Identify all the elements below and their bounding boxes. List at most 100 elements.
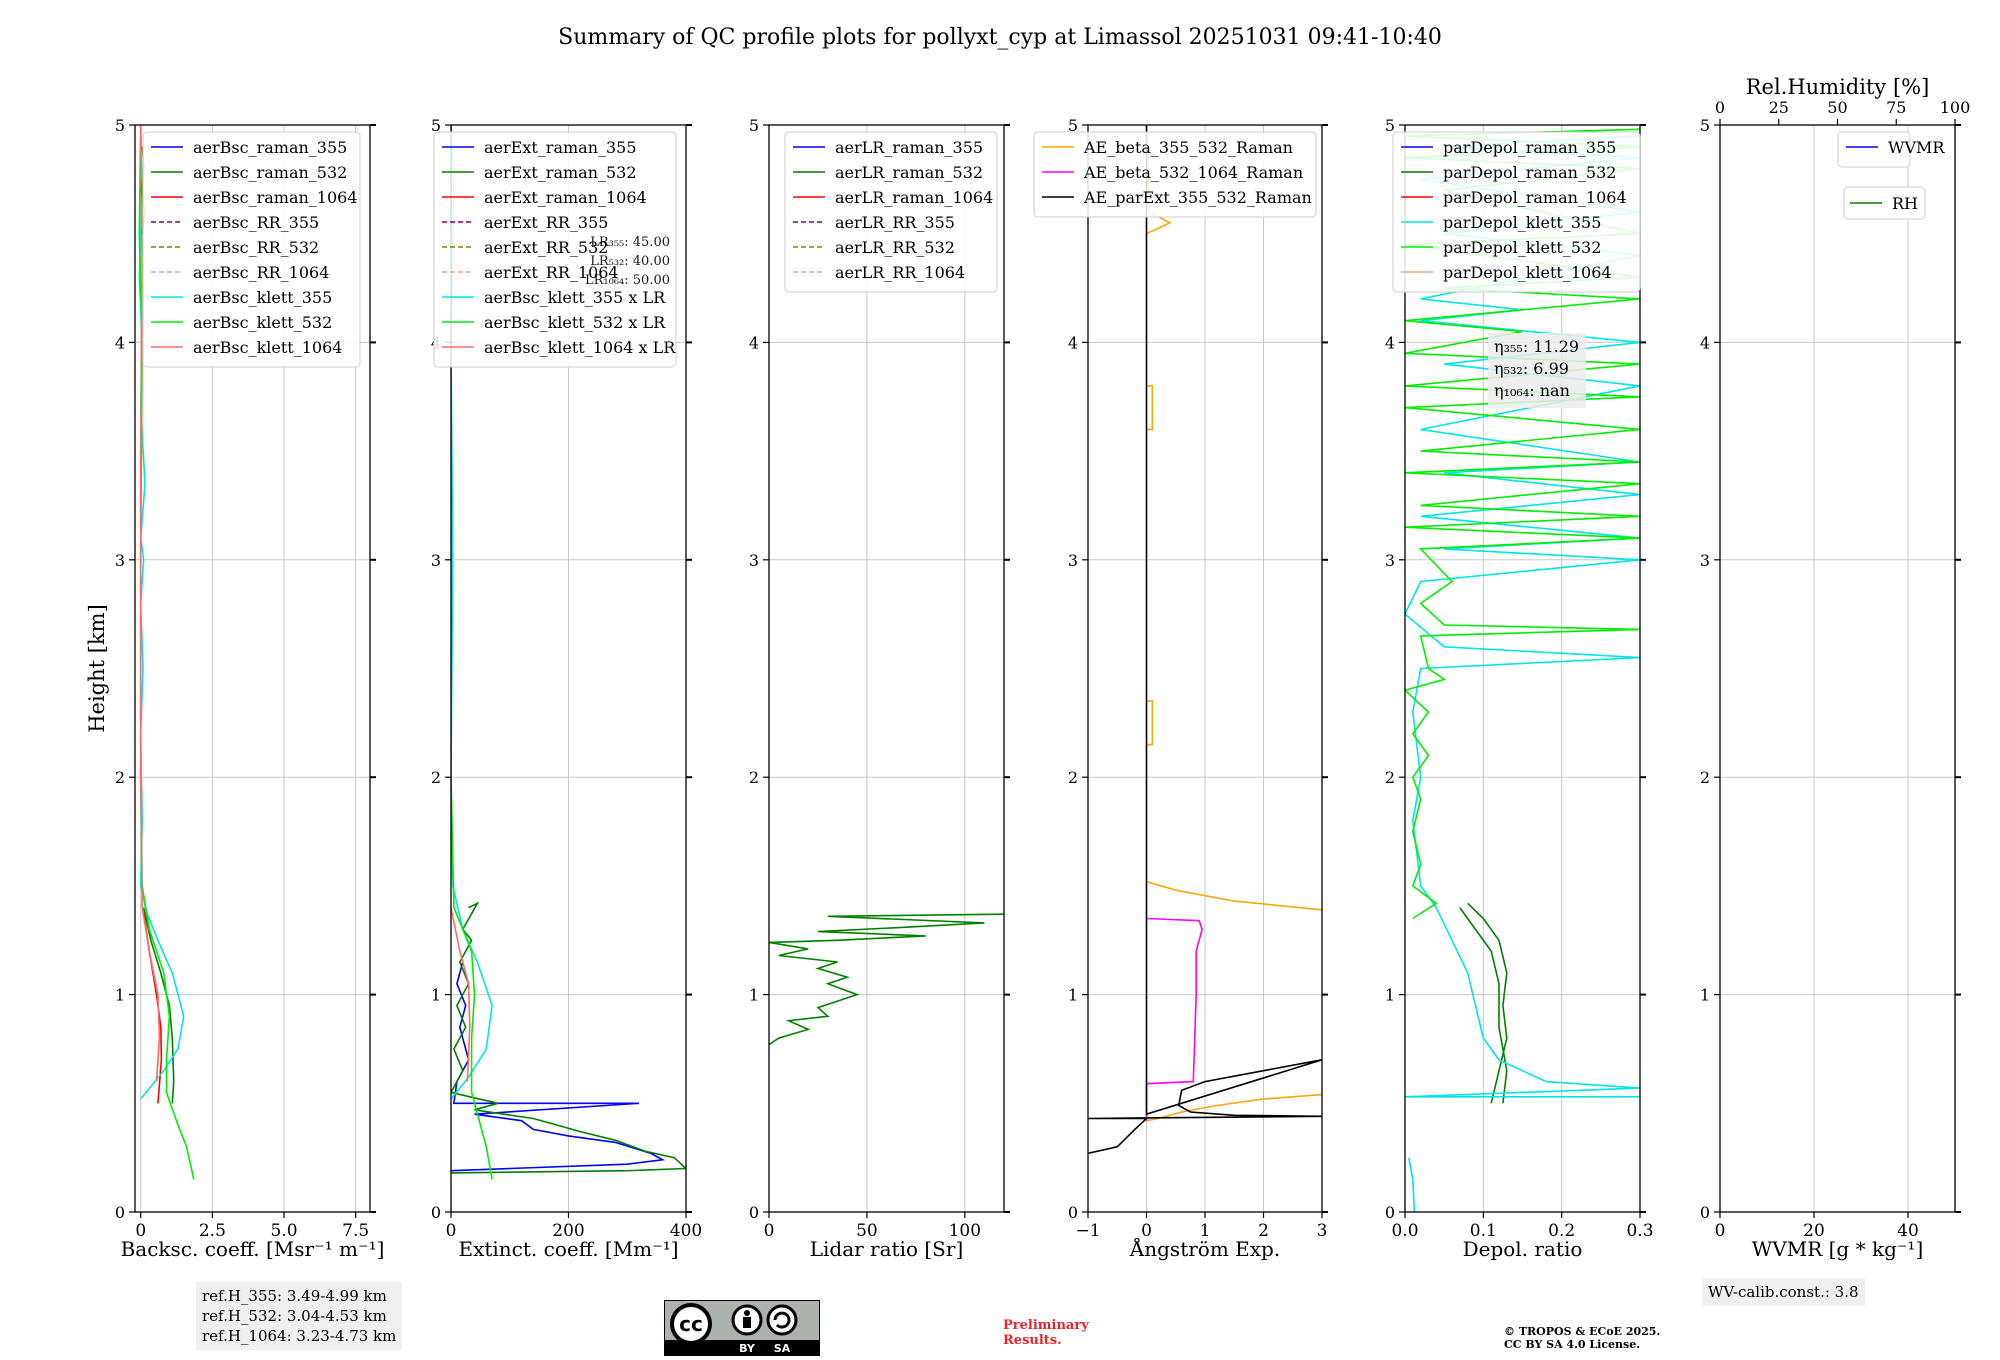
legend-box: [1392, 131, 1641, 293]
cc-by-sa-badge: cc BY SA: [664, 1300, 820, 1356]
preliminary-line-2: Results.: [1003, 1333, 1062, 1348]
legend-entry: aerExt_raman_1064: [484, 188, 647, 207]
axes-frame: [1719, 124, 1956, 1213]
panel-2: 0200400012345Extinct. coeff. [Mm⁻¹]aerEx…: [431, 116, 702, 1261]
eta-note: η₅₃₂: 6.99: [1494, 359, 1569, 378]
y-tick-label: 5: [1068, 116, 1078, 135]
legend-box: [1033, 131, 1317, 218]
x-tick-label: 0.1: [1470, 1221, 1497, 1241]
legend-entry: aerBsc_klett_1064 x LR: [484, 338, 676, 357]
legend-entry: AE_beta_355_532_Raman: [1083, 138, 1293, 157]
series-group: [138, 125, 195, 1180]
x-tick-label: 7.5: [342, 1221, 369, 1241]
y-tick-label: 3: [1068, 551, 1078, 570]
series-AE_beta_355_532_Raman_d: [1146, 880, 1322, 911]
legend-entry: aerBsc_klett_532: [193, 313, 332, 332]
legend-entry: aerBsc_raman_532: [193, 163, 347, 182]
y-tick-label: 1: [431, 986, 441, 1005]
x-tick-label: 0.2: [1548, 1221, 1575, 1241]
y-tick-label: 4: [1385, 333, 1395, 352]
x-tick-label: 400: [670, 1221, 702, 1241]
x-tick-label: 100: [949, 1221, 981, 1241]
legend-entry: aerLR_RR_1064: [835, 263, 965, 282]
legend-entry: aerExt_RR_1064: [484, 263, 619, 282]
y-tick-label: 2: [1385, 768, 1395, 787]
panel-6: 0 20 40 0 1 2 3 4 5 WVMR [g * kg⁻¹] 0 25 50 75 100 Rel.…: [1700, 75, 1970, 1261]
series-aerBsc_klett_1064 x LR: [451, 907, 471, 1082]
y-tick-label: 1: [115, 986, 125, 1005]
legend-entry: aerBsc_raman_355: [193, 138, 347, 157]
y-tick-label: 0: [1385, 1203, 1395, 1222]
series-parDepol_raman_532: [1467, 902, 1508, 1104]
y-tick-label: 1: [1385, 986, 1395, 1005]
svg-text:SA: SA: [774, 1342, 791, 1355]
legend-entry: RH: [1892, 194, 1918, 213]
preliminary-line-1: Preliminary: [1003, 1318, 1089, 1333]
x-axis-label: Lidar ratio [Sr]: [810, 1237, 964, 1261]
lr-note: LR₅₃₂: 40.00: [590, 254, 670, 269]
series-group: [1088, 125, 1322, 1155]
x-tick-label: 20: [1803, 1221, 1825, 1241]
legend: aerExt_raman_355 aerExt_raman_532 aerExt_r…: [433, 131, 677, 368]
legend-entry: aerLR_RR_532: [835, 238, 955, 257]
legend-entry: AE_beta_532_1064_Raman: [1083, 163, 1303, 182]
eta-note: η₁₀₆₄: nan: [1494, 381, 1570, 400]
y-tick-label: 4: [1068, 333, 1078, 352]
y-tick-label: 1: [749, 986, 759, 1005]
refh-1064: ref.H_1064: 3.23-4.73 km: [202, 1327, 397, 1345]
series-AE_beta_355_532_Raman_c: [1146, 700, 1154, 746]
legend: aerBsc_raman_355 aerBsc_raman_532 aerBsc_r…: [142, 131, 361, 368]
svg-text:cc: cc: [679, 1312, 703, 1336]
legend-entry: parDepol_klett_355: [1443, 213, 1601, 232]
y-tick-label: 1: [1700, 986, 1710, 1005]
y-tick-label: 2: [1700, 768, 1710, 787]
legend: parDepol_raman_355 parDepol_raman_532 parD…: [1392, 131, 1641, 293]
x-tick-label: 5.0: [271, 1221, 298, 1241]
eta-note-box: [1488, 333, 1586, 408]
legend-entry: parDepol_raman_355: [1443, 138, 1616, 157]
x-tick-label: 1: [1200, 1221, 1211, 1241]
y-tick-label: 0: [1700, 1203, 1710, 1222]
series-aerBsc_klett_532 x LR: [451, 125, 493, 1180]
legend-entry: aerExt_raman_532: [484, 163, 637, 182]
x-tick-label: 2: [1258, 1221, 1269, 1241]
y-tick-label: 4: [749, 333, 759, 352]
series-aerExt_raman_532: [451, 901, 686, 1174]
wv-calib-const: WV-calib.const.: 3.8: [1708, 1283, 1859, 1301]
legend: aerLR_raman_355 aerLR_raman_532 aerLR_rama…: [784, 131, 998, 293]
y-tick-label: 4: [115, 333, 125, 352]
legend-entry: parDepol_klett_1064: [1443, 263, 1612, 282]
y-tick-label: 3: [1700, 551, 1710, 570]
legend: AE_beta_355_532_Raman AE_beta_532_1064_Ra…: [1033, 131, 1317, 218]
legend-entry: WVMR: [1888, 138, 1945, 157]
wv-calibration-box: WV-calib.const.: 3.8: [1702, 1278, 1865, 1306]
legend-box: [1837, 131, 1911, 168]
eta-note: η₃₅₅: 11.29: [1494, 337, 1579, 356]
svg-text:BY: BY: [739, 1342, 756, 1355]
legend-entry: aerBsc_klett_1064: [193, 338, 342, 357]
y-tick-label: 5: [115, 116, 125, 135]
legend-entry: aerBsc_klett_532 x LR: [484, 313, 666, 332]
y-tick-label: 2: [749, 768, 759, 787]
x-tick-label: 0: [764, 1221, 775, 1241]
x-axis-label: Ångström Exp.: [1129, 1236, 1280, 1261]
legend: WVMR RH: [1837, 131, 1945, 220]
legend-entry: aerBsc_RR_355: [193, 213, 319, 232]
legend-entry: aerExt_raman_355: [484, 138, 637, 157]
x-axis-label: Depol. ratio: [1463, 1237, 1583, 1261]
series-AE_parExt_355_532_Raman: [1088, 125, 1322, 1155]
top-x-tick-label: 0: [1715, 98, 1725, 117]
axes-frame: [134, 124, 371, 1213]
axes-frame: [1404, 124, 1641, 1213]
panel-1: 0 2.5 5.0 7.5 0 1 2 3 4 5 Backsc. coeff. [Msr⁻¹ m⁻…: [85, 116, 384, 1261]
series-AE_beta_532_1064_Raman: [1145, 917, 1203, 1121]
y-tick-label: 3: [115, 551, 125, 570]
x-axis-label: WVMR [g * kg⁻¹]: [1752, 1237, 1924, 1261]
panel-3: 0 50 100 0 1 2 3 4 5 Lidar ratio [Sr] aerLR_raman_…: [749, 116, 1010, 1261]
y-tick-label: 3: [749, 551, 759, 570]
legend-entry: aerExt_RR_532: [484, 238, 608, 257]
copyright-note: © TROPOS & ECoE 2025. CC BY SA 4.0 Licen…: [1504, 1325, 1660, 1351]
y-tick-label: 2: [115, 768, 125, 787]
top-x-tick-label: 100: [1940, 98, 1971, 117]
